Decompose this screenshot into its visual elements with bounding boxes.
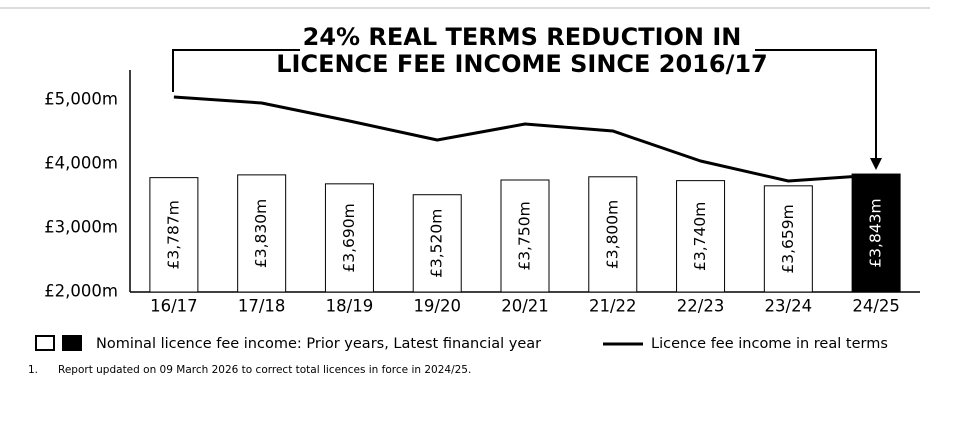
legend-label: Licence fee income in real terms: [651, 336, 888, 352]
x-tick-label: 16/17: [150, 297, 198, 316]
legend-swatch: [62, 335, 82, 351]
annotation-arrow: [870, 158, 882, 170]
bar-value-label: £3,787m: [164, 200, 182, 269]
bar: [500, 179, 550, 293]
bar: [763, 185, 813, 293]
footnote: Report updated on 09 March 2026 to corre…: [58, 364, 471, 376]
bar-value-label: £3,520m: [428, 209, 446, 278]
line: [173, 95, 877, 183]
legend-swatch: [35, 335, 55, 351]
bar-value-label: £3,800m: [603, 200, 621, 269]
legend-label: Nominal licence fee income: Prior years,…: [96, 336, 541, 352]
x-tick-label: 18/19: [326, 297, 374, 316]
bar: [412, 194, 462, 293]
bar-value-label: £3,843m: [867, 198, 885, 267]
bar: [324, 183, 374, 293]
y-tick-label: £3,000m: [44, 218, 118, 237]
bar: [237, 174, 287, 293]
chart-title: LICENCE FEE INCOME SINCE 2016/17: [276, 50, 768, 78]
footnote-marker: 1.: [28, 364, 38, 376]
bar-value-label: £3,830m: [252, 199, 270, 268]
annotation-bracket: [172, 49, 877, 160]
x-tick-label: 23/24: [765, 297, 813, 316]
bar: [676, 180, 726, 293]
x-tick-label: 21/22: [589, 297, 637, 316]
bar: [149, 177, 199, 293]
bar-value-label: £3,740m: [691, 202, 709, 271]
bar: [588, 176, 638, 293]
x-tick-label: 19/20: [413, 297, 461, 316]
x-tick-label: 22/23: [677, 297, 725, 316]
y-tick-label: £2,000m: [44, 282, 118, 301]
x-tick-label: 17/18: [238, 297, 286, 316]
bar-value-label: £3,690m: [340, 203, 358, 272]
bar: [851, 173, 901, 293]
x-tick-label: 20/21: [501, 297, 549, 316]
bar-value-label: £3,750m: [516, 201, 534, 270]
chart-title: 24% REAL TERMS REDUCTION IN: [303, 23, 742, 51]
x-tick-label: 24/25: [852, 297, 900, 316]
bar-value-label: £3,659m: [779, 204, 797, 273]
y-tick-label: £5,000m: [44, 90, 118, 109]
y-tick-label: £4,000m: [44, 154, 118, 173]
